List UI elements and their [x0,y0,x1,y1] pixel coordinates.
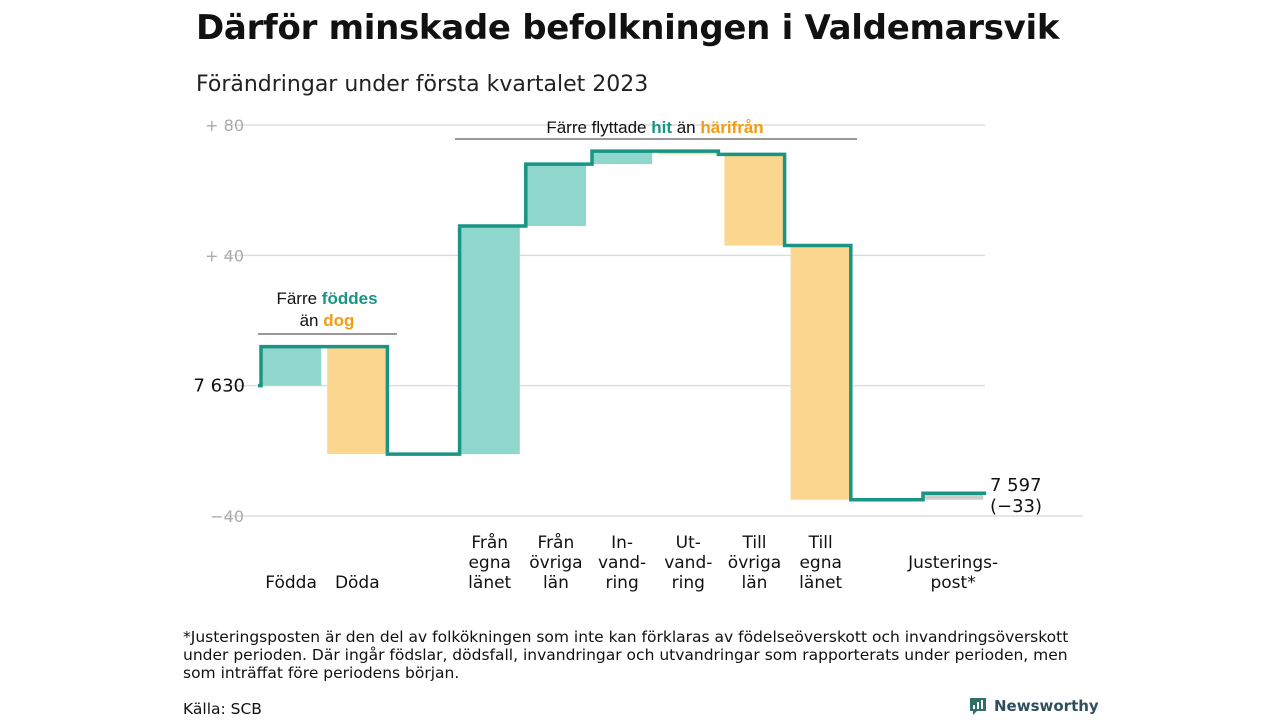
x-category-label: Från [538,532,575,553]
x-category-label: län [543,573,569,593]
x-category-label: Födda [265,573,317,593]
chart-title: Därför minskade befolkningen i Valdemars… [196,8,1060,48]
x-category-label: egna [468,553,510,573]
x-category-label: egna [799,553,841,573]
annotation-part: än [672,118,700,137]
annotation-part: föddes [322,289,378,308]
brand-name: Newsworthy [994,697,1099,715]
x-category-label: post* [930,573,975,593]
x-category-label: Justerings- [907,553,998,573]
annotation-part: dog [323,311,354,330]
waterfall-bar [261,346,322,386]
waterfall-bar [790,245,851,500]
waterfall-bar [525,164,586,227]
annotation-migration: Färre flyttade hit än härifrån [546,118,763,137]
waterfall-bar [459,226,520,455]
x-category-label: länet [468,573,511,593]
waterfall-bar [592,151,653,165]
x-category-label: vand- [664,553,712,573]
x-category-label: Ut- [676,533,701,553]
end-change-label: (−33) [990,496,1042,517]
annotation-part: härifrån [700,118,763,137]
y-tick-label: −40 [210,507,244,526]
source-note: Källa: SCB [183,700,262,718]
annotation-births: Färre föddes [276,289,377,308]
annotation-births: än dog [300,311,355,330]
footnote: *Justeringsposten är den del av folkökni… [183,628,1069,682]
annotation-part: än [300,311,324,330]
waterfall-bar [923,493,984,500]
x-category-label: vand- [598,553,646,573]
annotation-part: hit [651,118,672,137]
y-tick-label: + 40 [205,246,244,265]
x-category-label: länet [799,573,842,593]
x-category-label: Från [471,532,508,553]
start-value-label: 7 630 [193,376,245,397]
waterfall-bar [327,346,388,455]
x-category-label: Till [741,533,766,553]
brand-logo: Newsworthy [968,696,1099,716]
running-total-line [258,149,987,502]
x-category-label: Döda [335,573,380,593]
chart-subtitle: Förändringar under första kvartalet 2023 [196,72,649,97]
annotation-part: Färre [276,289,321,308]
waterfall-bar [724,154,785,246]
x-category-label: ring [605,573,638,593]
x-category-label: In- [611,533,633,553]
annotation-part: Färre flyttade [546,118,651,137]
brand-icon [970,698,986,715]
x-category-label: län [742,573,768,593]
x-category-label: övriga [728,553,781,573]
x-category-label: övriga [529,553,582,573]
x-category-label: Till [808,533,833,553]
end-value-label: 7 597 [990,475,1042,496]
x-category-label: ring [672,573,705,593]
y-tick-label: + 80 [205,116,244,135]
